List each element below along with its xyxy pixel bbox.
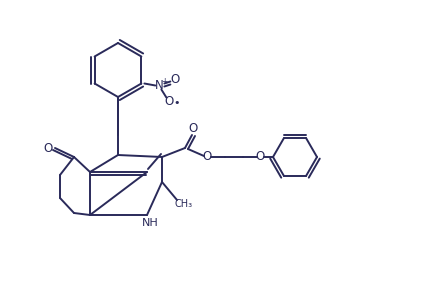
Text: CH₃: CH₃ xyxy=(175,199,193,209)
Text: O: O xyxy=(43,141,53,154)
Text: NH: NH xyxy=(141,218,158,228)
Text: N: N xyxy=(155,79,164,92)
Text: O: O xyxy=(203,151,212,164)
Text: O: O xyxy=(171,73,180,86)
Text: •: • xyxy=(173,98,180,109)
Text: O: O xyxy=(188,122,197,135)
Text: +: + xyxy=(161,77,168,86)
Text: O: O xyxy=(256,151,265,164)
Text: O: O xyxy=(165,95,174,108)
